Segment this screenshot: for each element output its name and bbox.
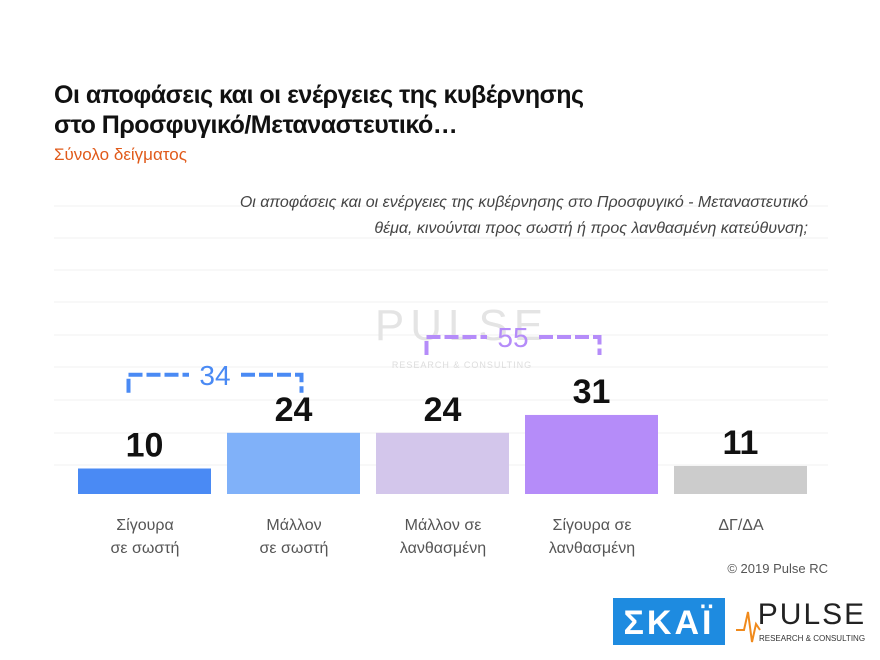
question: Οι αποφάσεις και οι ενέργειες της κυβέρν…: [239, 194, 808, 237]
bracket: [424, 334, 487, 355]
bracket-label: 34: [199, 360, 230, 391]
value-label: 10: [126, 427, 164, 465]
bracket-label: 55: [497, 322, 528, 353]
pulse-icon: [736, 611, 761, 643]
skai-logo-box: [613, 598, 725, 645]
watermark: PULSE: [375, 301, 549, 350]
x-tick-label: Σίγουρα σε λανθασμένη: [548, 517, 636, 557]
value-label: 24: [275, 391, 313, 429]
bracket: [126, 372, 189, 393]
x-tick-label: Σίγουρα σε σωστή: [110, 517, 180, 557]
subtitle: Σύνολο δείγματος: [54, 145, 187, 164]
bar: [78, 468, 211, 494]
bracket: [539, 334, 602, 355]
x-tick-label: ΔΓ/ΔΑ: [718, 517, 764, 534]
watermark-tagline: RESEARCH & CONSULTING: [392, 360, 532, 370]
bar: [525, 414, 658, 494]
bar: [227, 432, 360, 494]
value-label: 24: [424, 391, 462, 429]
copyright: © 2019 Pulse RC: [727, 561, 828, 576]
value-label: 11: [723, 424, 759, 462]
bar: [674, 465, 807, 494]
bar: [376, 432, 509, 494]
x-tick-label: Μάλλον σε σωστή: [259, 517, 329, 557]
pulse-logo: PULSE: [758, 598, 866, 631]
value-label: 31: [573, 373, 611, 411]
bracket: [241, 372, 304, 393]
skai-logo: ΣΚΑΪ: [624, 604, 715, 642]
pulse-tagline: RESEARCH & CONSULTING: [759, 634, 865, 643]
chart-title: Οι αποφάσεις και οι ενέργειες της κυβέρν…: [54, 81, 584, 139]
x-tick-label: Μάλλον σε λανθασμένη: [399, 517, 487, 557]
